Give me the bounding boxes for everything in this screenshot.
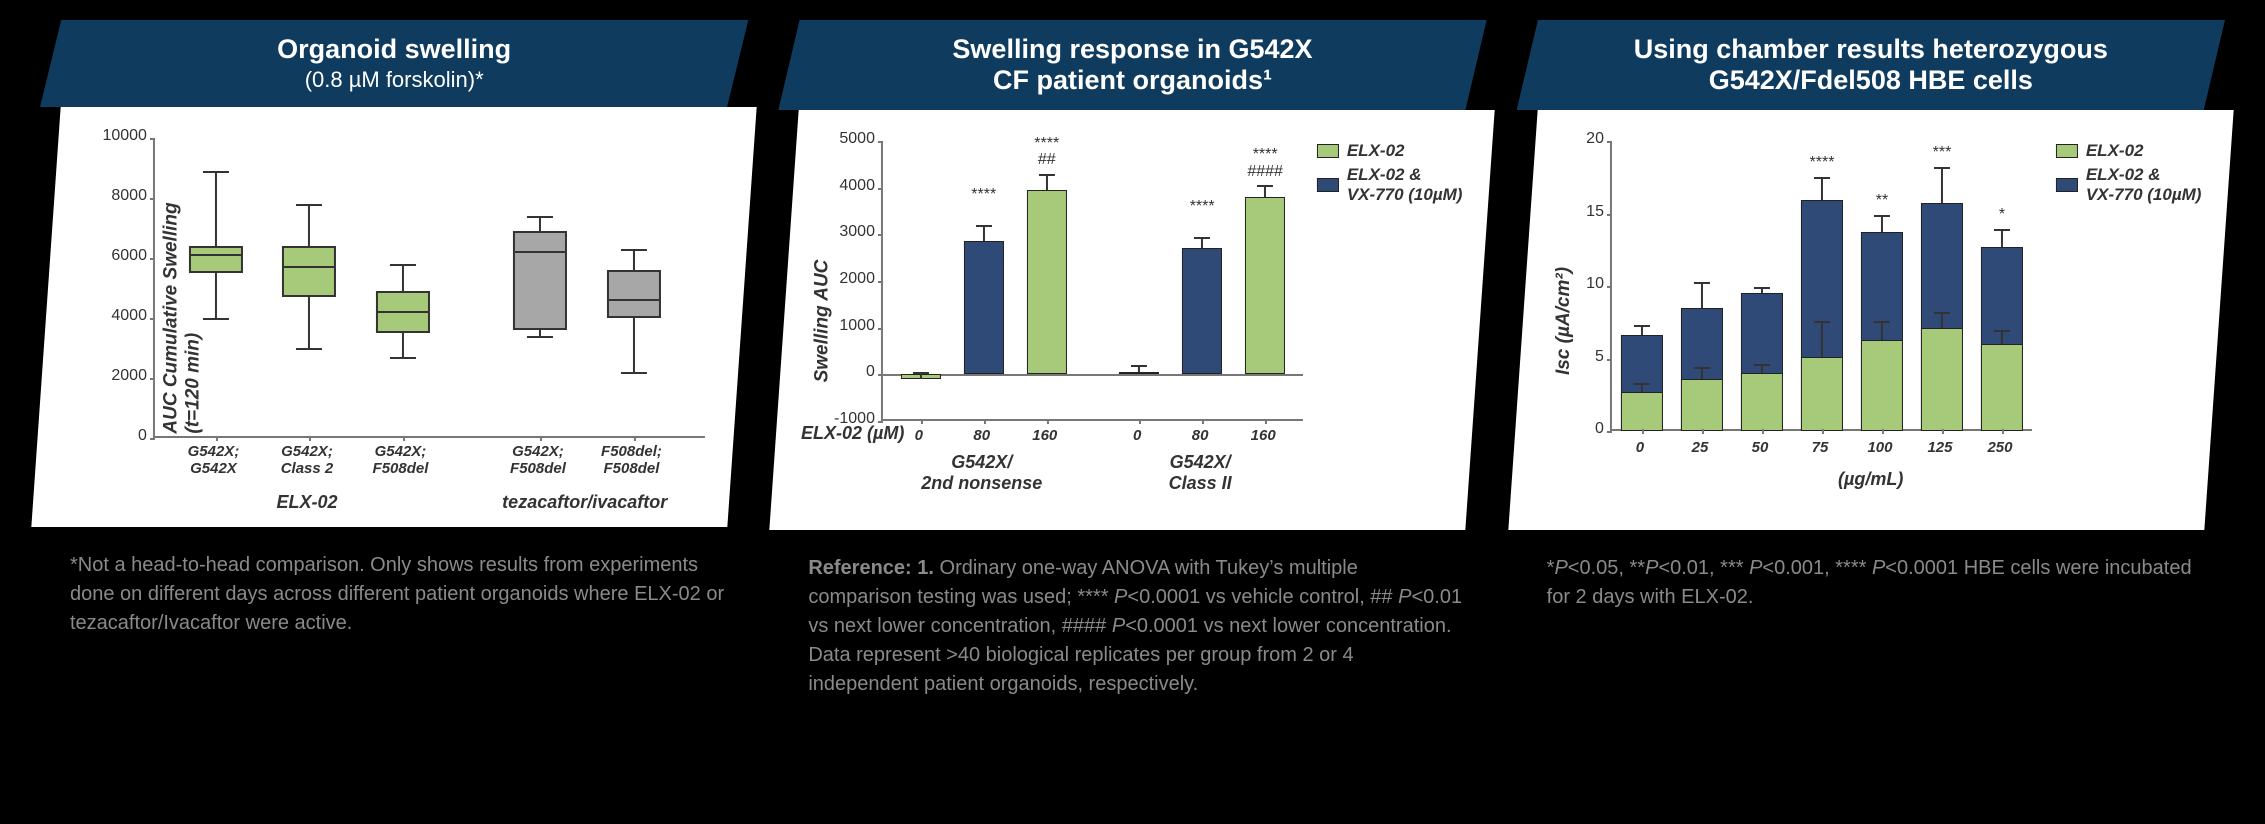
panel-swelling-response: Swelling response in G542X CF patient or…	[778, 20, 1486, 699]
panel1-plot: 0200040006000800010000	[153, 138, 705, 438]
panel3-body: Isc (µA/cm²) 05101520********** ELX-02EL…	[1508, 110, 2234, 530]
panel3-x-unit: (µg/mL)	[1838, 469, 1903, 490]
panel2-body: Swelling AUC -1000010002000300040005000*…	[770, 110, 1496, 530]
panel3-legend: ELX-02ELX-02 &VX-770 (10µM)	[2056, 141, 2202, 209]
panel3-title: Using chamber results heterozygous	[1527, 34, 2215, 65]
panel3-subtitle: G542X/Fdel508 HBE cells	[1527, 65, 2215, 96]
panel3-plot: 05101520**********	[1610, 141, 2032, 431]
panel2-plot: -1000010002000300040005000********##****…	[882, 141, 1304, 421]
panel1-body: AUC Cumulative Swelling(t=120 min) 02000…	[31, 107, 757, 527]
panel3-header: Using chamber results heterozygous G542X…	[1517, 20, 2225, 110]
panels-row: Organoid swelling (0.8 µM forskolin)* AU…	[0, 0, 2265, 699]
panel2-x-row-label: ELX-02 (µM)	[802, 423, 905, 444]
panel1-subtitle: (0.8 µM forskolin)*	[50, 67, 738, 93]
panel3-caption: *P<0.05, **P<0.01, *** P<0.001, **** P<0…	[1517, 554, 2225, 612]
panel2-ylabel: Swelling AUC	[812, 259, 834, 382]
panel3-ylabel: Isc (µA/cm²)	[1553, 266, 1575, 374]
panel2-legend: ELX-02ELX-02 &VX-770 (10µM)	[1318, 141, 1464, 209]
panel1-caption: *Not a head-to-head comparison. Only sho…	[40, 551, 748, 638]
panel-chamber-results: Using chamber results heterozygous G542X…	[1517, 20, 2225, 699]
panel2-caption: Reference: 1. Ordinary one-way ANOVA wit…	[778, 554, 1486, 699]
panel2-title: Swelling response in G542X	[788, 34, 1476, 65]
panel1-title: Organoid swelling	[50, 34, 738, 65]
panel2-subtitle: CF patient organoids¹	[788, 65, 1476, 96]
panel1-header: Organoid swelling (0.8 µM forskolin)*	[40, 20, 748, 107]
panel2-header: Swelling response in G542X CF patient or…	[778, 20, 1486, 110]
panel-organoid-swelling: Organoid swelling (0.8 µM forskolin)* AU…	[40, 20, 748, 699]
